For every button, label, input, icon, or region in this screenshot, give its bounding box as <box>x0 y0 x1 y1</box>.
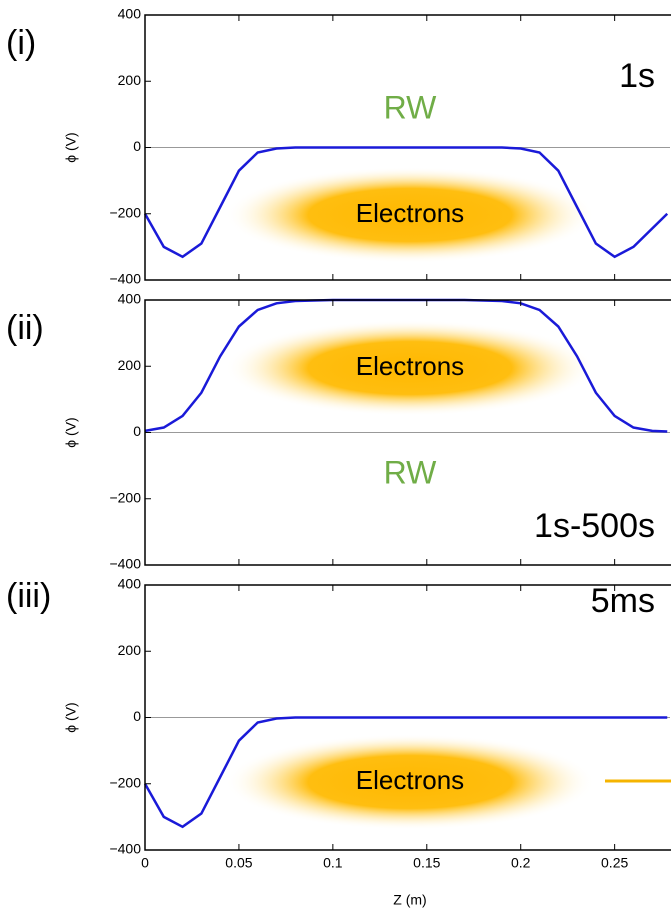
annotation: RW <box>384 89 438 125</box>
y-axis-label: ϕ (V) <box>63 417 79 447</box>
panel-label: (ii) <box>6 309 44 347</box>
panel-label: (i) <box>6 24 36 62</box>
y-tick-label: 200 <box>118 357 142 373</box>
y-axis-label: ϕ (V) <box>63 132 79 162</box>
x-axis-label: Z (m) <box>393 892 426 908</box>
time-label: 1s <box>619 57 655 95</box>
x-tick-label: 0 <box>141 855 149 871</box>
y-tick-label: −200 <box>109 774 141 790</box>
y-axis-label: ϕ (V) <box>63 702 79 732</box>
x-tick-label: 0.2 <box>511 855 531 871</box>
time-label: 1s-500s <box>534 507 655 545</box>
y-tick-label: −400 <box>109 556 141 572</box>
figure: RW Electrons −400 −200 0 200 400 ϕ (V) (i) 1s Elec… <box>0 0 671 916</box>
y-tick-label: −200 <box>109 489 141 505</box>
annotation: Electrons <box>356 351 464 381</box>
y-tick-label: 200 <box>118 72 142 88</box>
annotation: Electrons <box>356 198 464 228</box>
y-tick-label: 0 <box>133 423 141 439</box>
y-tick-label: 0 <box>133 708 141 724</box>
y-tick-label: 400 <box>118 291 142 307</box>
y-tick-label: −400 <box>109 271 141 287</box>
x-tick-label: 0.25 <box>601 855 628 871</box>
y-tick-label: 0 <box>133 138 141 154</box>
x-tick-label: 0.1 <box>323 855 343 871</box>
annotation: RW <box>384 454 438 490</box>
x-tick-label: 0.15 <box>413 855 440 871</box>
annotation: Electrons <box>356 765 464 795</box>
y-tick-label: −400 <box>109 841 141 857</box>
time-label: 5ms <box>591 582 655 620</box>
x-tick-label: 0.05 <box>225 855 252 871</box>
y-tick-label: 400 <box>118 6 142 22</box>
y-tick-label: −200 <box>109 204 141 220</box>
panel-label: (iii) <box>6 577 51 615</box>
y-tick-label: 200 <box>118 642 142 658</box>
y-tick-label: 400 <box>118 576 142 592</box>
